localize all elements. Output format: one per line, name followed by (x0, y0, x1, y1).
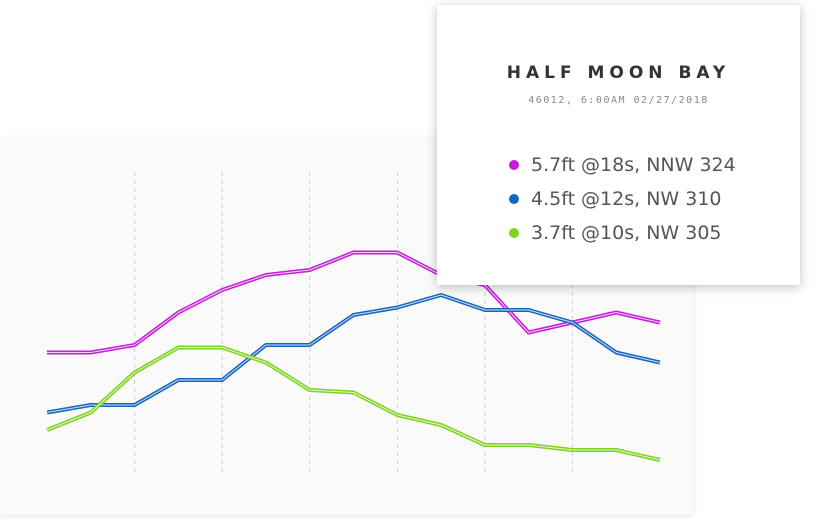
legend-label: 5.7ft @18s, NNW 324 (531, 154, 736, 176)
legend-dot (509, 228, 519, 238)
series-line (46, 293, 661, 415)
legend: 5.7ft @18s, NNW 324 4.5ft @12s, NW 310 3.7… (509, 148, 736, 250)
series-line-highlight (46, 347, 661, 461)
legend-label: 4.5ft @12s, NW 310 (531, 188, 722, 210)
card-title: HALF MOON BAY (506, 63, 731, 83)
legend-dot (509, 194, 519, 204)
legend-entry: 5.7ft @18s, NNW 324 (509, 148, 736, 182)
series-line-highlight (46, 294, 661, 413)
tooltip-card: HALF MOON BAY 46012, 6:00AM 02/27/2018 5… (437, 5, 800, 285)
legend-entry: 3.7ft @10s, NW 305 (509, 216, 736, 250)
series-line-highlight (47, 252, 661, 353)
card-subtitle: 46012, 6:00AM 02/27/2018 (528, 95, 709, 106)
legend-label: 3.7ft @10s, NW 305 (531, 222, 722, 244)
legend-entry: 4.5ft @12s, NW 310 (509, 182, 736, 216)
legend-dot (509, 160, 519, 170)
